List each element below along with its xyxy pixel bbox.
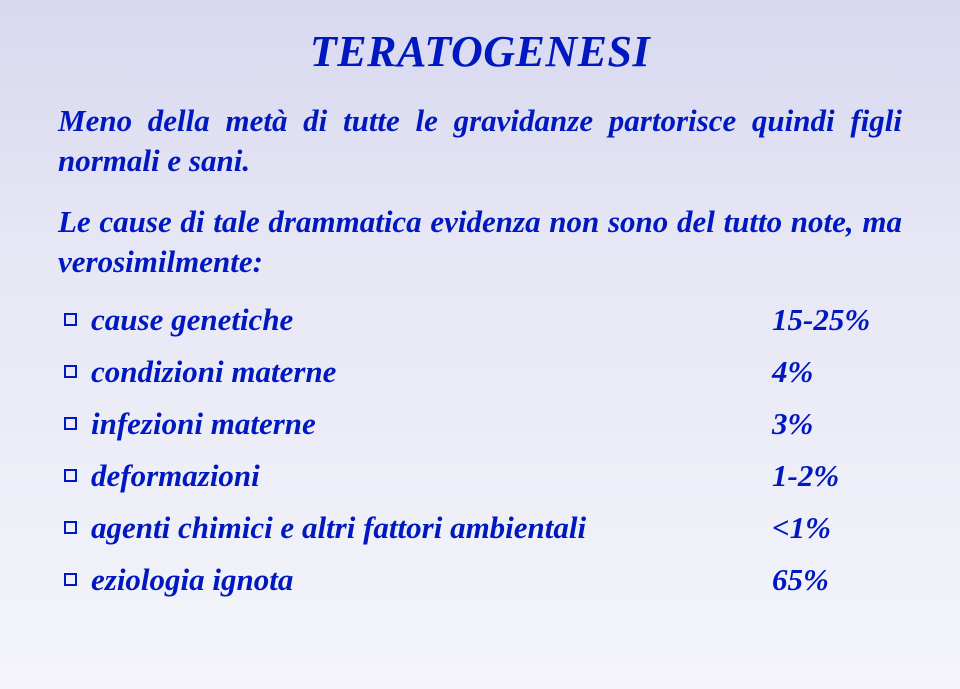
paragraph-1: Meno della metà di tutte le gravidanze p… [58,101,902,180]
list-item: eziologia ignota 65% [64,564,902,595]
list-item-value: 1-2% [772,460,902,491]
list-item: agenti chimici e altri fattori ambiental… [64,512,902,543]
list-item-value: 3% [772,408,902,439]
square-bullet-icon [64,365,77,378]
slide: TERATOGENESI Meno della metà di tutte le… [0,0,960,689]
list-item-value: <1% [772,512,902,543]
list-item-label: deformazioni [91,460,772,491]
list-item-label: condizioni materne [91,356,772,387]
square-bullet-icon [64,417,77,430]
list-item-label: agenti chimici e altri fattori ambiental… [91,512,772,543]
list-item-label: cause genetiche [91,304,772,335]
list-item-label: infezioni materne [91,408,772,439]
list-item: deformazioni 1-2% [64,460,902,491]
square-bullet-icon [64,313,77,326]
list-item: infezioni materne 3% [64,408,902,439]
square-bullet-icon [64,469,77,482]
list-item: cause genetiche 15-25% [64,304,902,335]
list-item: condizioni materne 4% [64,356,902,387]
list-item-value: 65% [772,564,902,595]
square-bullet-icon [64,573,77,586]
paragraph-2: Le cause di tale drammatica evidenza non… [58,202,902,281]
list-item-label: eziologia ignota [91,564,772,595]
list-item-value: 15-25% [772,304,902,335]
list-item-value: 4% [772,356,902,387]
bullet-list: cause genetiche 15-25% condizioni matern… [64,304,902,595]
square-bullet-icon [64,521,77,534]
slide-title: TERATOGENESI [58,26,902,77]
